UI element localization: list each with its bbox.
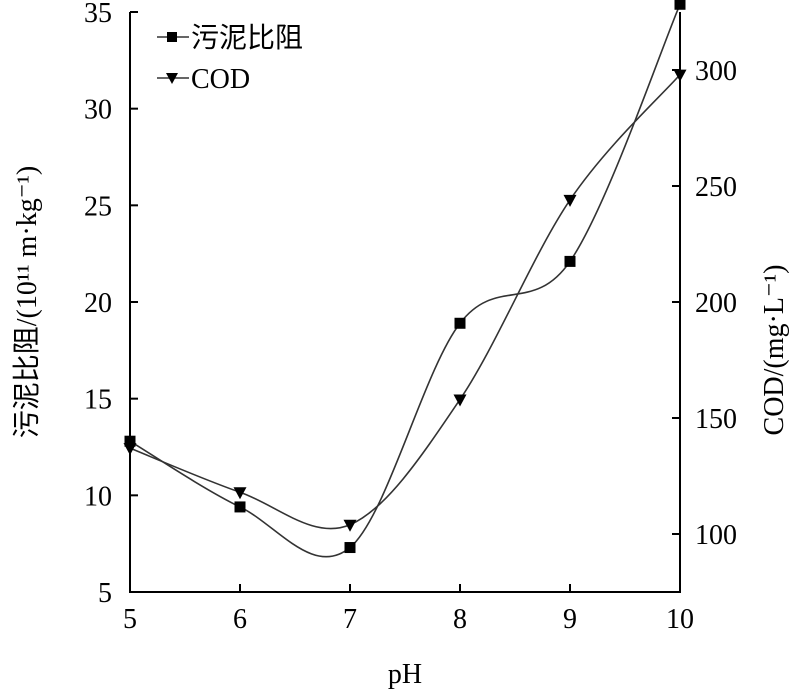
left-y-tick-label: 5	[98, 578, 112, 609]
data-point-cod	[233, 487, 247, 500]
legend-triangle-marker	[166, 73, 178, 84]
x-axis-title: pH	[388, 659, 422, 690]
left-y-tick-label: 35	[84, 0, 112, 29]
left-y-tick-label: 25	[84, 191, 112, 222]
legend-square-marker	[167, 32, 177, 42]
legend: 污泥比阻 COD	[157, 22, 303, 95]
legend-item-sludge-resistance: 污泥比阻	[157, 22, 303, 54]
data-point-sludge-resistance	[234, 501, 246, 513]
right-y-tick-label: 100	[695, 520, 737, 551]
left-y-tick-label: 10	[84, 481, 112, 512]
x-tick-label: 5	[123, 604, 137, 635]
data-point-sludge-resistance	[344, 542, 356, 554]
x-tick-label: 7	[343, 604, 357, 635]
x-tick-label: 10	[666, 604, 694, 635]
y-right-ticks: 100 150 200 250 300	[672, 56, 737, 551]
legend-label-sludge-resistance: 污泥比阻	[191, 22, 303, 54]
x-tick-label: 6	[233, 604, 247, 635]
right-y-tick-label: 300	[695, 56, 737, 87]
data-point-sludge-resistance	[674, 0, 686, 10]
series-markers	[123, 0, 687, 554]
left-y-tick-label: 30	[84, 95, 112, 126]
legend-item-cod: COD	[157, 64, 250, 95]
y-left-ticks: 5 10 15 20 25 30 35	[84, 0, 138, 609]
right-y-tick-label: 200	[695, 288, 737, 319]
left-y-axis-title: 污泥比阻/(10¹¹ m·kg⁻¹)	[11, 166, 43, 439]
right-y-axis-title: COD/(mg·L⁻¹)	[759, 265, 790, 436]
legend-label-cod: COD	[191, 64, 250, 95]
left-y-tick-label: 20	[84, 288, 112, 319]
series-line-cod	[129, 74, 681, 530]
data-point-cod	[453, 394, 467, 407]
x-tick-label: 9	[563, 604, 577, 635]
data-point-cod	[563, 194, 577, 207]
right-y-tick-label: 250	[695, 172, 737, 203]
x-ticks: 5 6 7 8 9 10	[123, 584, 694, 635]
data-point-cod	[673, 69, 687, 82]
left-y-tick-label: 15	[84, 385, 112, 416]
data-point-sludge-resistance	[564, 255, 576, 267]
x-tick-label: 8	[453, 604, 467, 635]
data-point-sludge-resistance	[124, 435, 136, 447]
data-point-sludge-resistance	[454, 317, 466, 329]
data-point-cod	[343, 519, 357, 532]
axes	[129, 12, 681, 593]
right-y-tick-label: 150	[695, 404, 737, 435]
data-point-cod	[123, 443, 137, 456]
